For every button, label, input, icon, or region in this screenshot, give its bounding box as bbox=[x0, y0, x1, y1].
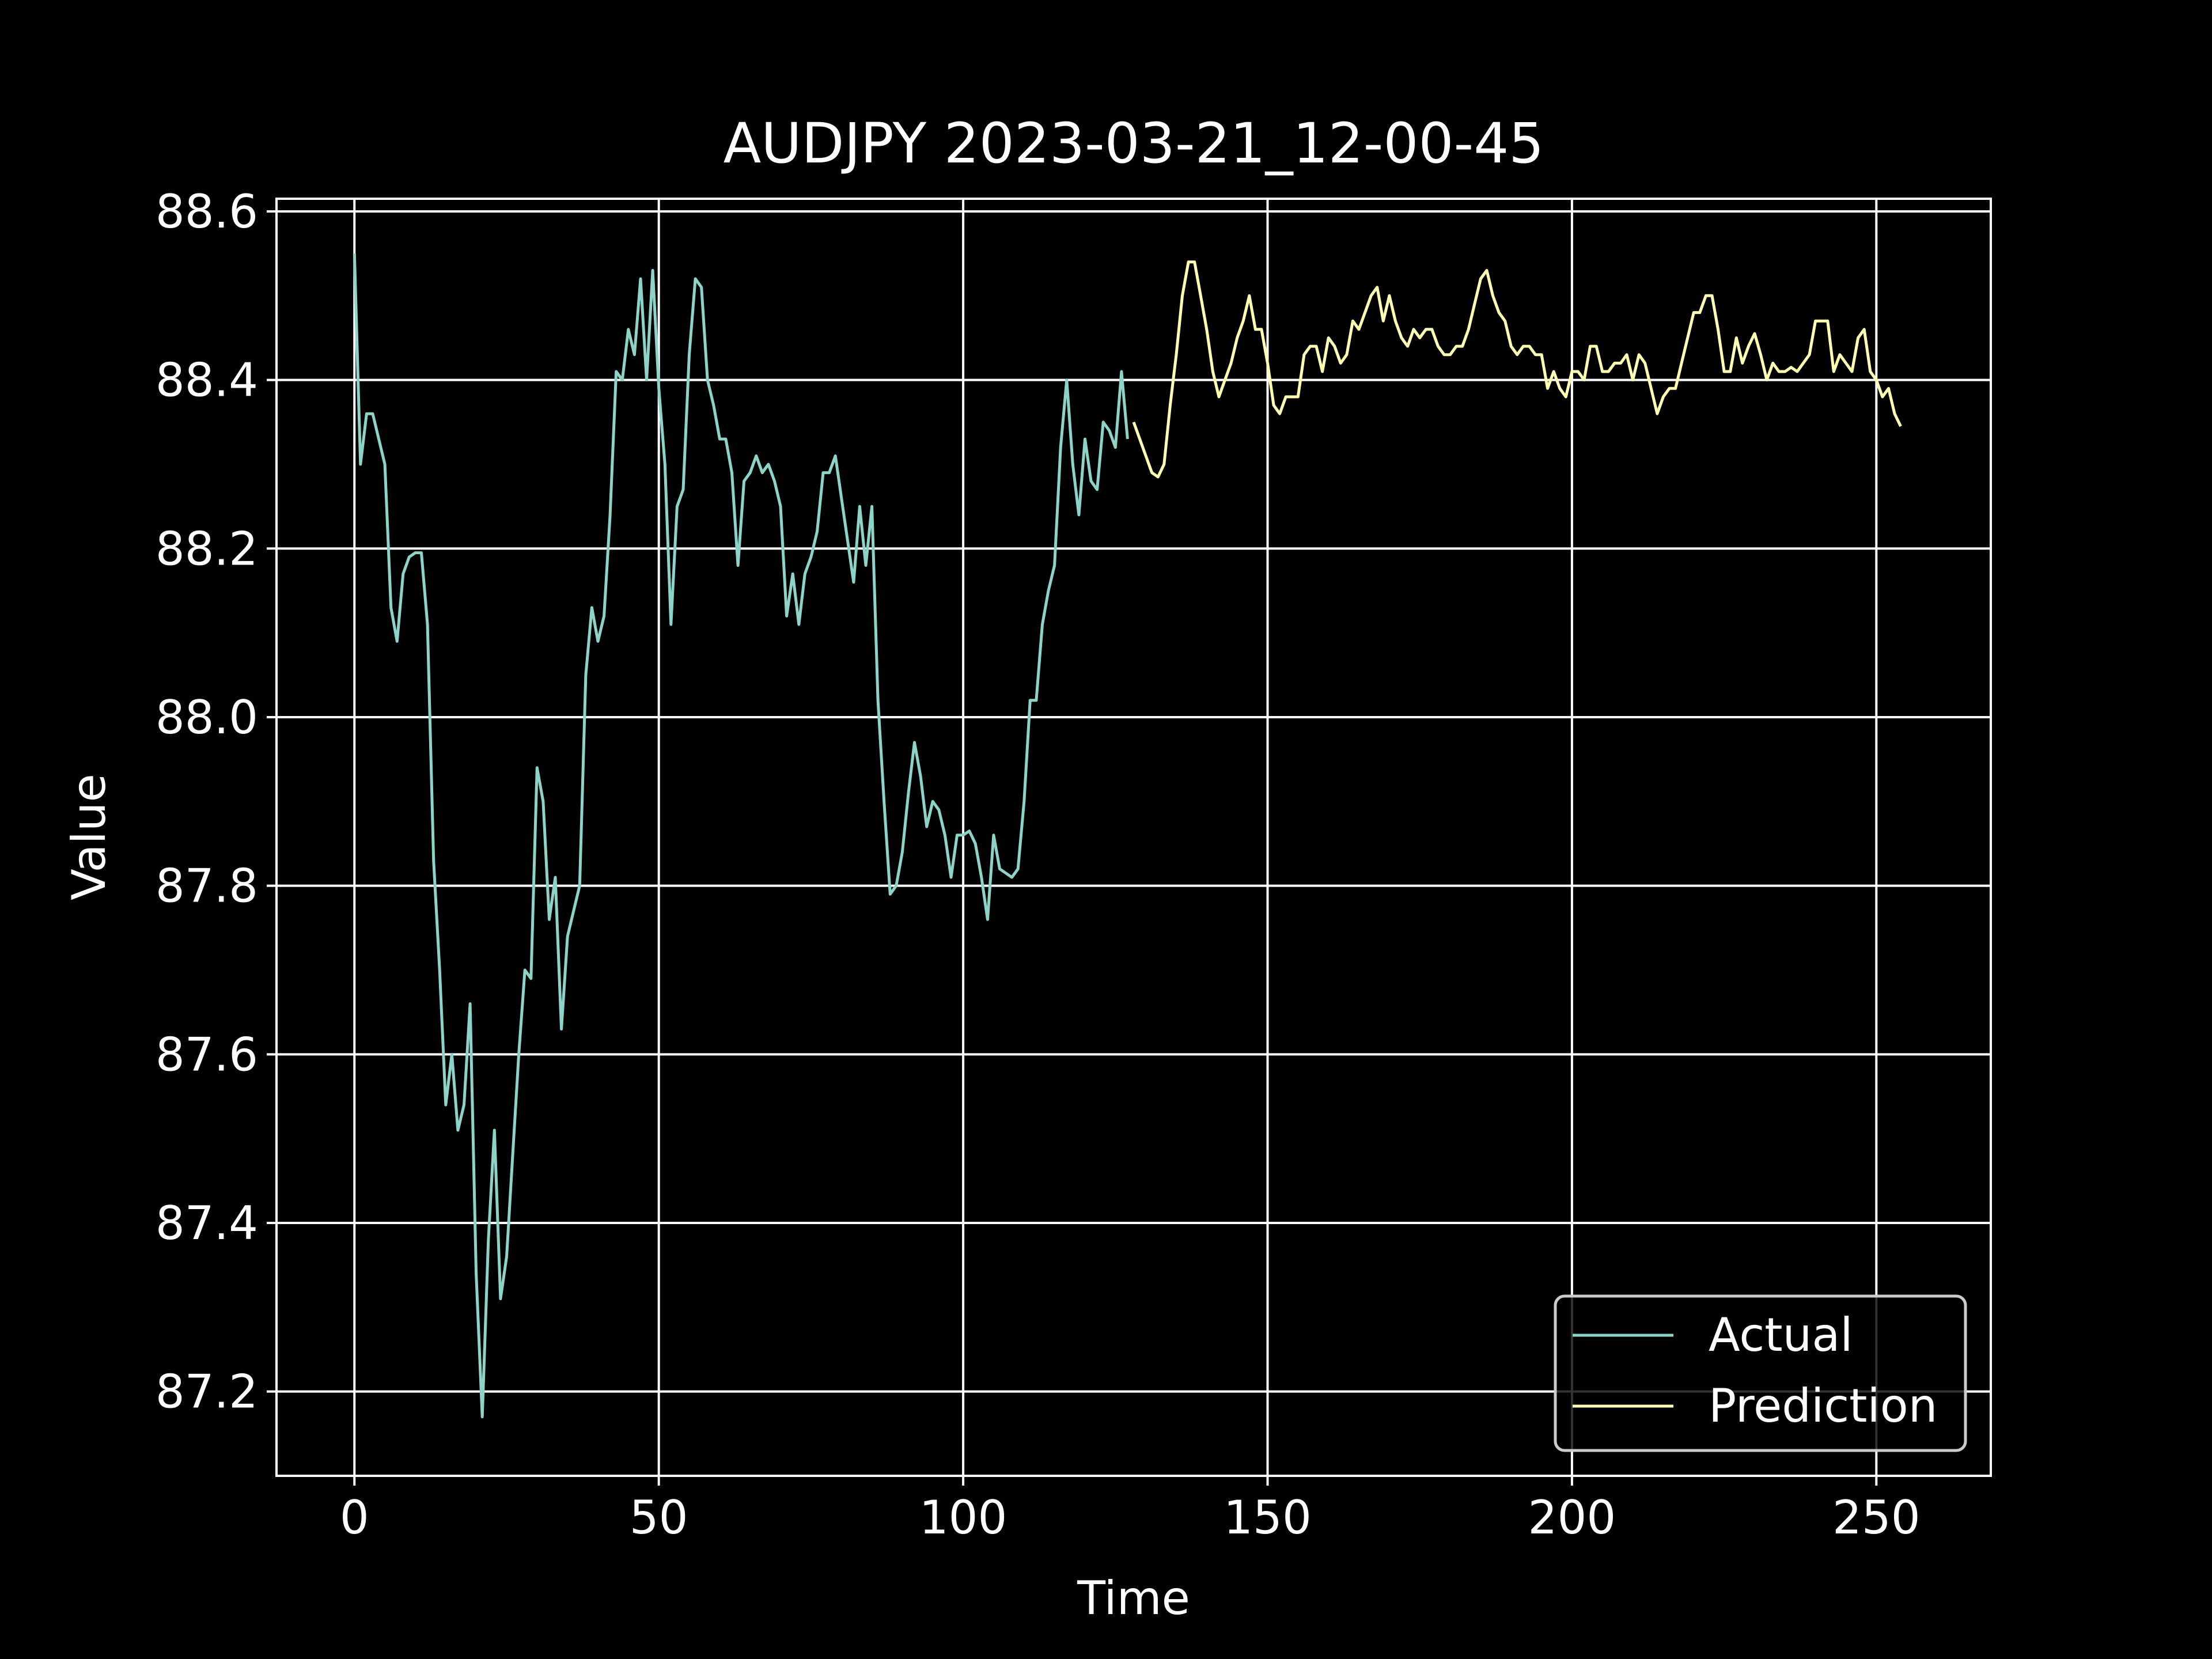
series-layer bbox=[353, 253, 1902, 1419]
x-tick-label: 150 bbox=[1224, 1491, 1312, 1544]
legend: Actual Prediction bbox=[1554, 1294, 1967, 1452]
y-tick-label: 87.2 bbox=[156, 1365, 258, 1419]
x-axis-label: Time bbox=[1077, 1571, 1190, 1625]
plot-frame bbox=[275, 198, 1992, 1477]
x-tick-label: 0 bbox=[340, 1491, 369, 1544]
y-tick-label: 88.6 bbox=[156, 185, 258, 238]
series-line-actual bbox=[353, 253, 1129, 1419]
legend-label-prediction: Prediction bbox=[1709, 1379, 1937, 1433]
y-tick-label: 88.4 bbox=[156, 354, 258, 407]
y-tick-label: 88.2 bbox=[156, 522, 258, 575]
y-ticks: 87.2 87.4 87.6 87.8 88.0 88.2 88.4 88.6 bbox=[156, 185, 276, 1419]
x-tick-label: 250 bbox=[1832, 1491, 1921, 1544]
x-tick-label: 200 bbox=[1528, 1491, 1616, 1544]
series-line-prediction bbox=[1132, 260, 1902, 479]
y-tick-label: 88.0 bbox=[156, 691, 258, 744]
legend-label-actual: Actual bbox=[1709, 1308, 1853, 1362]
y-tick-label: 87.8 bbox=[156, 859, 258, 913]
plot-background bbox=[276, 199, 1991, 1476]
y-tick-label: 87.4 bbox=[156, 1196, 258, 1250]
x-tick-label: 50 bbox=[630, 1491, 688, 1544]
chart-title: AUDJPY 2023-03-21_12-00-45 bbox=[724, 111, 1544, 176]
y-axis-label: Value bbox=[62, 774, 116, 900]
y-tick-label: 87.6 bbox=[156, 1028, 258, 1081]
x-tick-label: 100 bbox=[919, 1491, 1007, 1544]
x-ticks: 0 50 100 150 200 250 bbox=[340, 1476, 1921, 1544]
